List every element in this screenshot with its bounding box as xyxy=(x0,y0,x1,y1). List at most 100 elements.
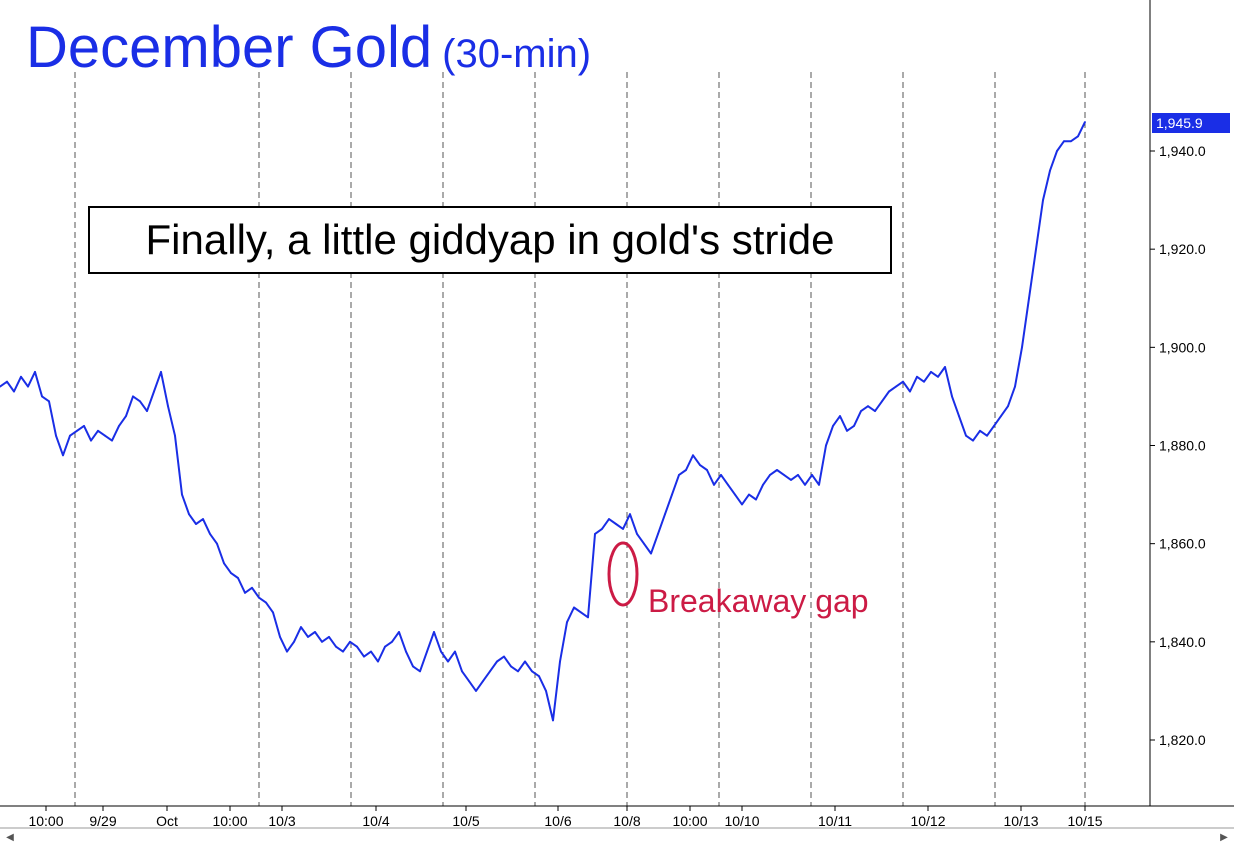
price-point xyxy=(412,665,414,668)
price-point xyxy=(125,415,127,417)
price-point xyxy=(503,655,505,658)
price-point xyxy=(650,552,652,555)
price-point xyxy=(846,429,848,432)
price-point xyxy=(426,650,428,653)
price-point xyxy=(531,670,533,673)
price-point xyxy=(139,400,141,403)
price-point xyxy=(314,631,316,633)
price-point xyxy=(377,660,379,663)
price-point xyxy=(762,483,764,486)
x-tick-label: 9/29 xyxy=(89,813,116,829)
y-tick-label: 1,880.0 xyxy=(1159,438,1206,454)
scroll-left-arrow[interactable]: ◀ xyxy=(6,832,14,843)
price-point xyxy=(13,390,15,393)
price-point xyxy=(328,636,330,638)
price-point xyxy=(930,371,932,373)
price-point xyxy=(146,410,148,412)
price-point xyxy=(790,479,792,481)
price-point xyxy=(636,533,638,535)
price-point xyxy=(482,680,484,682)
price-point xyxy=(1070,140,1072,143)
price-point xyxy=(1000,415,1002,417)
scroll-right-arrow[interactable]: ▶ xyxy=(1220,832,1228,843)
price-point xyxy=(76,429,78,432)
price-point xyxy=(265,601,267,604)
price-point xyxy=(769,474,771,476)
price-point xyxy=(69,434,71,437)
x-tick-label: 10:00 xyxy=(212,813,247,829)
price-point xyxy=(853,425,855,427)
price-point xyxy=(258,596,260,599)
price-point xyxy=(27,385,29,388)
price-point xyxy=(293,640,295,643)
x-tick-label: 10/10 xyxy=(724,813,759,829)
price-axis: 1,940.0 1,920.0 1,900.0 1,880.0 1,860.0 1,840… xyxy=(1149,0,1206,806)
price-point xyxy=(510,665,512,668)
price-point xyxy=(566,621,568,624)
price-point xyxy=(0,385,1,388)
price-point xyxy=(20,375,22,378)
y-tick-label: 1,940.0 xyxy=(1159,143,1206,159)
price-point xyxy=(664,513,666,516)
price-point xyxy=(748,493,750,496)
price-point xyxy=(6,380,8,383)
price-point xyxy=(370,650,372,653)
time-axis: 10:00 9/29 Oct 10:00 10/3 10/4 10/5 10/6 10/8 10:… xyxy=(0,805,1234,829)
chart-title: December Gold (30-min) xyxy=(26,14,591,81)
price-point xyxy=(1049,169,1051,172)
price-point xyxy=(1035,248,1037,251)
price-point xyxy=(986,434,988,437)
price-point xyxy=(944,366,946,368)
price-point xyxy=(755,498,757,501)
price-point xyxy=(300,626,302,628)
x-tick-label: 10/12 xyxy=(910,813,945,829)
y-tick-label: 1,900.0 xyxy=(1159,339,1206,355)
x-tick-label: 10/4 xyxy=(362,813,389,829)
price-point xyxy=(720,474,722,476)
price-point xyxy=(398,631,400,633)
price-point xyxy=(818,483,820,486)
x-tick-label: 10/11 xyxy=(818,813,852,829)
x-tick-label: 10:00 xyxy=(672,813,707,829)
price-point xyxy=(1021,346,1023,349)
gap-highlight-ellipse xyxy=(607,541,639,607)
price-point xyxy=(615,523,617,525)
price-point xyxy=(279,636,281,638)
price-point xyxy=(993,425,995,427)
price-point xyxy=(55,434,57,437)
gold-price-line xyxy=(0,121,1086,722)
price-point xyxy=(1063,140,1065,143)
price-point xyxy=(797,474,799,476)
price-point xyxy=(699,464,701,466)
price-point xyxy=(244,591,246,594)
price-point xyxy=(580,611,582,614)
price-point xyxy=(160,371,162,373)
price-point xyxy=(559,660,561,663)
price-point xyxy=(517,670,519,673)
price-point xyxy=(34,371,36,373)
price-point xyxy=(629,513,631,516)
price-point xyxy=(41,395,43,398)
price-point xyxy=(433,631,435,633)
price-point xyxy=(195,523,197,525)
headline-box: Finally, a little giddyap in gold's stri… xyxy=(88,206,892,274)
x-tick-label: 10/13 xyxy=(1003,813,1038,829)
price-point xyxy=(902,380,904,383)
price-point xyxy=(860,410,862,412)
price-point xyxy=(594,533,596,535)
price-point xyxy=(447,660,449,663)
price-point xyxy=(671,493,673,496)
price-point xyxy=(489,670,491,673)
price-point xyxy=(839,415,841,417)
price-point xyxy=(608,518,610,520)
price-point xyxy=(104,434,106,437)
price-point xyxy=(237,577,239,579)
price-point xyxy=(132,395,134,398)
price-point xyxy=(832,425,834,427)
price-point xyxy=(363,655,365,658)
price-point xyxy=(587,616,589,619)
price-point xyxy=(881,400,883,403)
x-tick-label: Oct xyxy=(156,813,178,829)
chart-title-main: December Gold xyxy=(26,15,433,80)
price-point xyxy=(335,645,337,648)
